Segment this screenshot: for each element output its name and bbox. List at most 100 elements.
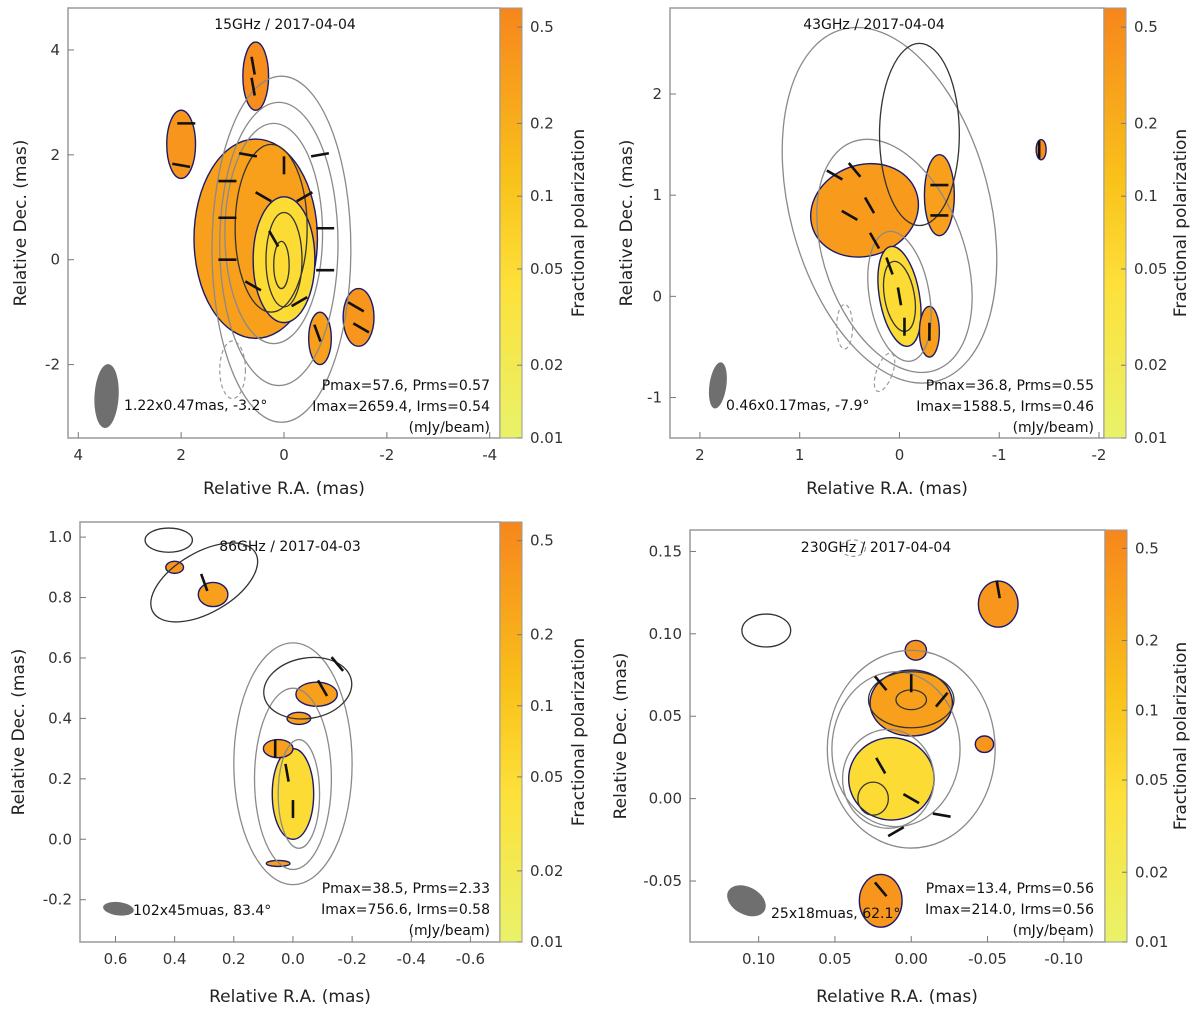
evpa-stick bbox=[244, 280, 262, 292]
stats-units: (mJy/beam) bbox=[1013, 420, 1094, 436]
x-tick-label: 0 bbox=[895, 446, 905, 464]
colorbar-tick-label: 0.02 bbox=[1135, 863, 1168, 881]
y-tick-label: 0 bbox=[652, 287, 662, 305]
colorbar-label: Fractional polarization bbox=[1171, 642, 1191, 830]
colorbar-tick-label: 0.1 bbox=[530, 697, 554, 715]
stokes-i-contour bbox=[265, 211, 303, 308]
beam-label: 25x18muas, 62.1° bbox=[771, 906, 900, 922]
evpa-stick bbox=[826, 169, 844, 181]
evpa-stick bbox=[250, 77, 256, 96]
evpa-stick bbox=[330, 656, 345, 672]
x-axis-label: Relative R.A. (mas) bbox=[806, 479, 968, 499]
panel-title: 15GHz / 2017-04-04 bbox=[214, 17, 356, 33]
evpa-stick bbox=[841, 209, 859, 222]
evpa-stick bbox=[268, 230, 280, 248]
x-axis-ticks: 0.6 0.4 0.2 0.0 -0.2 -0.4 -0.6 bbox=[104, 936, 485, 968]
stokes-i-contour bbox=[816, 138, 973, 374]
poln-region bbox=[1035, 138, 1047, 161]
colorbar-tick-label: 0.2 bbox=[1135, 632, 1159, 650]
colorbar-tick-label: 0.02 bbox=[530, 862, 563, 880]
y-axis-label: Relative Dec. (mas) bbox=[617, 140, 637, 307]
x-tick-label: -0.05 bbox=[968, 950, 1007, 968]
stokes-i-contour bbox=[867, 671, 955, 729]
stokes-i-contour bbox=[831, 671, 961, 828]
colorbar-label: Fractional polarization bbox=[569, 129, 589, 317]
x-tick-label: -0.4 bbox=[397, 950, 426, 968]
evpa-stick bbox=[932, 812, 951, 818]
y-tick-label: -0.05 bbox=[643, 872, 682, 890]
evpa-stick bbox=[199, 573, 209, 592]
stats-line-2: Imax=756.6, Irms=0.58 bbox=[321, 902, 490, 918]
stats-line-1: Pmax=57.6, Prms=0.57 bbox=[322, 378, 490, 394]
x-axis-label: Relative R.A. (mas) bbox=[816, 987, 978, 1007]
y-tick-label: 1.0 bbox=[48, 528, 72, 546]
x-tick-label: -0.2 bbox=[337, 950, 366, 968]
y-tick-label: -2 bbox=[45, 356, 60, 374]
x-tick-label: 0.0 bbox=[281, 950, 305, 968]
poln-region bbox=[858, 873, 903, 928]
y-tick-label: 1 bbox=[652, 186, 662, 204]
panel-43ghz: 43GHz / 2017-04-04 0.46x0.17mas, -7.9° P… bbox=[617, 7, 1191, 499]
y-axis-ticks: -1 0 1 2 bbox=[647, 85, 676, 407]
colorbar-ticks: 0.5 0.2 0.1 0.05 0.02 0.01 bbox=[1121, 18, 1167, 447]
stokes-i-contour bbox=[234, 143, 308, 313]
poln-region bbox=[809, 162, 920, 258]
evpa-stick bbox=[316, 679, 329, 697]
stokes-i-contour bbox=[253, 687, 333, 871]
stokes-i-contour bbox=[277, 738, 321, 849]
y-tick-label: 2 bbox=[50, 146, 60, 164]
y-tick-label: 2 bbox=[652, 85, 662, 103]
colorbar-tick-label: 0.5 bbox=[1135, 539, 1159, 557]
evpa-stick bbox=[868, 232, 881, 250]
stats-line-1: Pmax=13.4, Prms=0.56 bbox=[926, 881, 1094, 897]
y-tick-label: 0.2 bbox=[48, 770, 72, 788]
colorbar-tick-label: 0.05 bbox=[1134, 260, 1167, 278]
colorbar-ticks: 0.5 0.2 0.1 0.05 0.02 0.01 bbox=[517, 18, 563, 447]
y-tick-label: 0 bbox=[50, 251, 60, 269]
plot-frame bbox=[689, 529, 1106, 943]
evpa-stick bbox=[995, 580, 1002, 599]
y-axis-ticks: -0.05 0.00 0.05 0.10 0.15 bbox=[643, 542, 696, 890]
evpa-stick bbox=[896, 287, 903, 306]
poln-region bbox=[847, 736, 935, 821]
evpa-stick bbox=[352, 322, 370, 334]
stats-line-2: Imax=2659.4, Irms=0.54 bbox=[312, 399, 490, 415]
x-tick-label: 1 bbox=[795, 446, 805, 464]
stokes-i-contour bbox=[857, 781, 889, 816]
y-tick-label: 4 bbox=[50, 41, 60, 59]
colorbar-tick-label: 0.01 bbox=[1134, 429, 1167, 447]
y-tick-label: 0.4 bbox=[48, 709, 72, 727]
colorbar-ticks: 0.5 0.2 0.1 0.05 0.02 0.01 bbox=[1122, 539, 1168, 951]
plot-frame bbox=[79, 521, 501, 943]
poln-region bbox=[166, 109, 197, 180]
x-tick-label: 0.00 bbox=[895, 950, 928, 968]
colorbar-tick-label: 0.02 bbox=[530, 356, 563, 374]
y-axis-ticks: -0.2 0.0 0.2 0.4 0.6 0.8 1.0 bbox=[43, 528, 86, 909]
evpa-stick bbox=[284, 763, 290, 782]
x-tick-label: 2 bbox=[695, 446, 705, 464]
beam bbox=[103, 901, 134, 916]
x-tick-label: -2 bbox=[1092, 446, 1107, 464]
evpa-stick bbox=[250, 56, 256, 75]
stokes-i-contour bbox=[741, 613, 792, 648]
stokes-i-contour bbox=[233, 642, 353, 886]
x-tick-label: -4 bbox=[482, 446, 497, 464]
evpa-stick bbox=[875, 757, 887, 775]
poln-region bbox=[197, 581, 229, 608]
stats-units: (mJy/beam) bbox=[409, 923, 490, 939]
y-tick-label: -0.2 bbox=[43, 891, 72, 909]
panel-title: 230GHz / 2017-04-04 bbox=[801, 540, 952, 556]
beam-label: 102x45muas, 83.4° bbox=[133, 903, 271, 919]
evpa-stick bbox=[934, 692, 949, 708]
evpa-stick bbox=[296, 191, 314, 203]
beam bbox=[708, 362, 727, 409]
x-tick-label: 2 bbox=[176, 446, 186, 464]
colorbar-tick-label: 0.01 bbox=[1135, 933, 1168, 951]
colorbar-tick-label: 0.2 bbox=[530, 626, 554, 644]
panel-title: 43GHz / 2017-04-04 bbox=[803, 17, 945, 33]
y-tick-label: 0.6 bbox=[48, 649, 72, 667]
stokes-i-contour bbox=[219, 101, 339, 387]
panel-86ghz: 86GHz / 2017-04-03 102x45muas, 83.4° Pma… bbox=[9, 521, 589, 1007]
poln-region bbox=[295, 681, 339, 708]
colorbar-tick-label: 0.05 bbox=[530, 260, 563, 278]
